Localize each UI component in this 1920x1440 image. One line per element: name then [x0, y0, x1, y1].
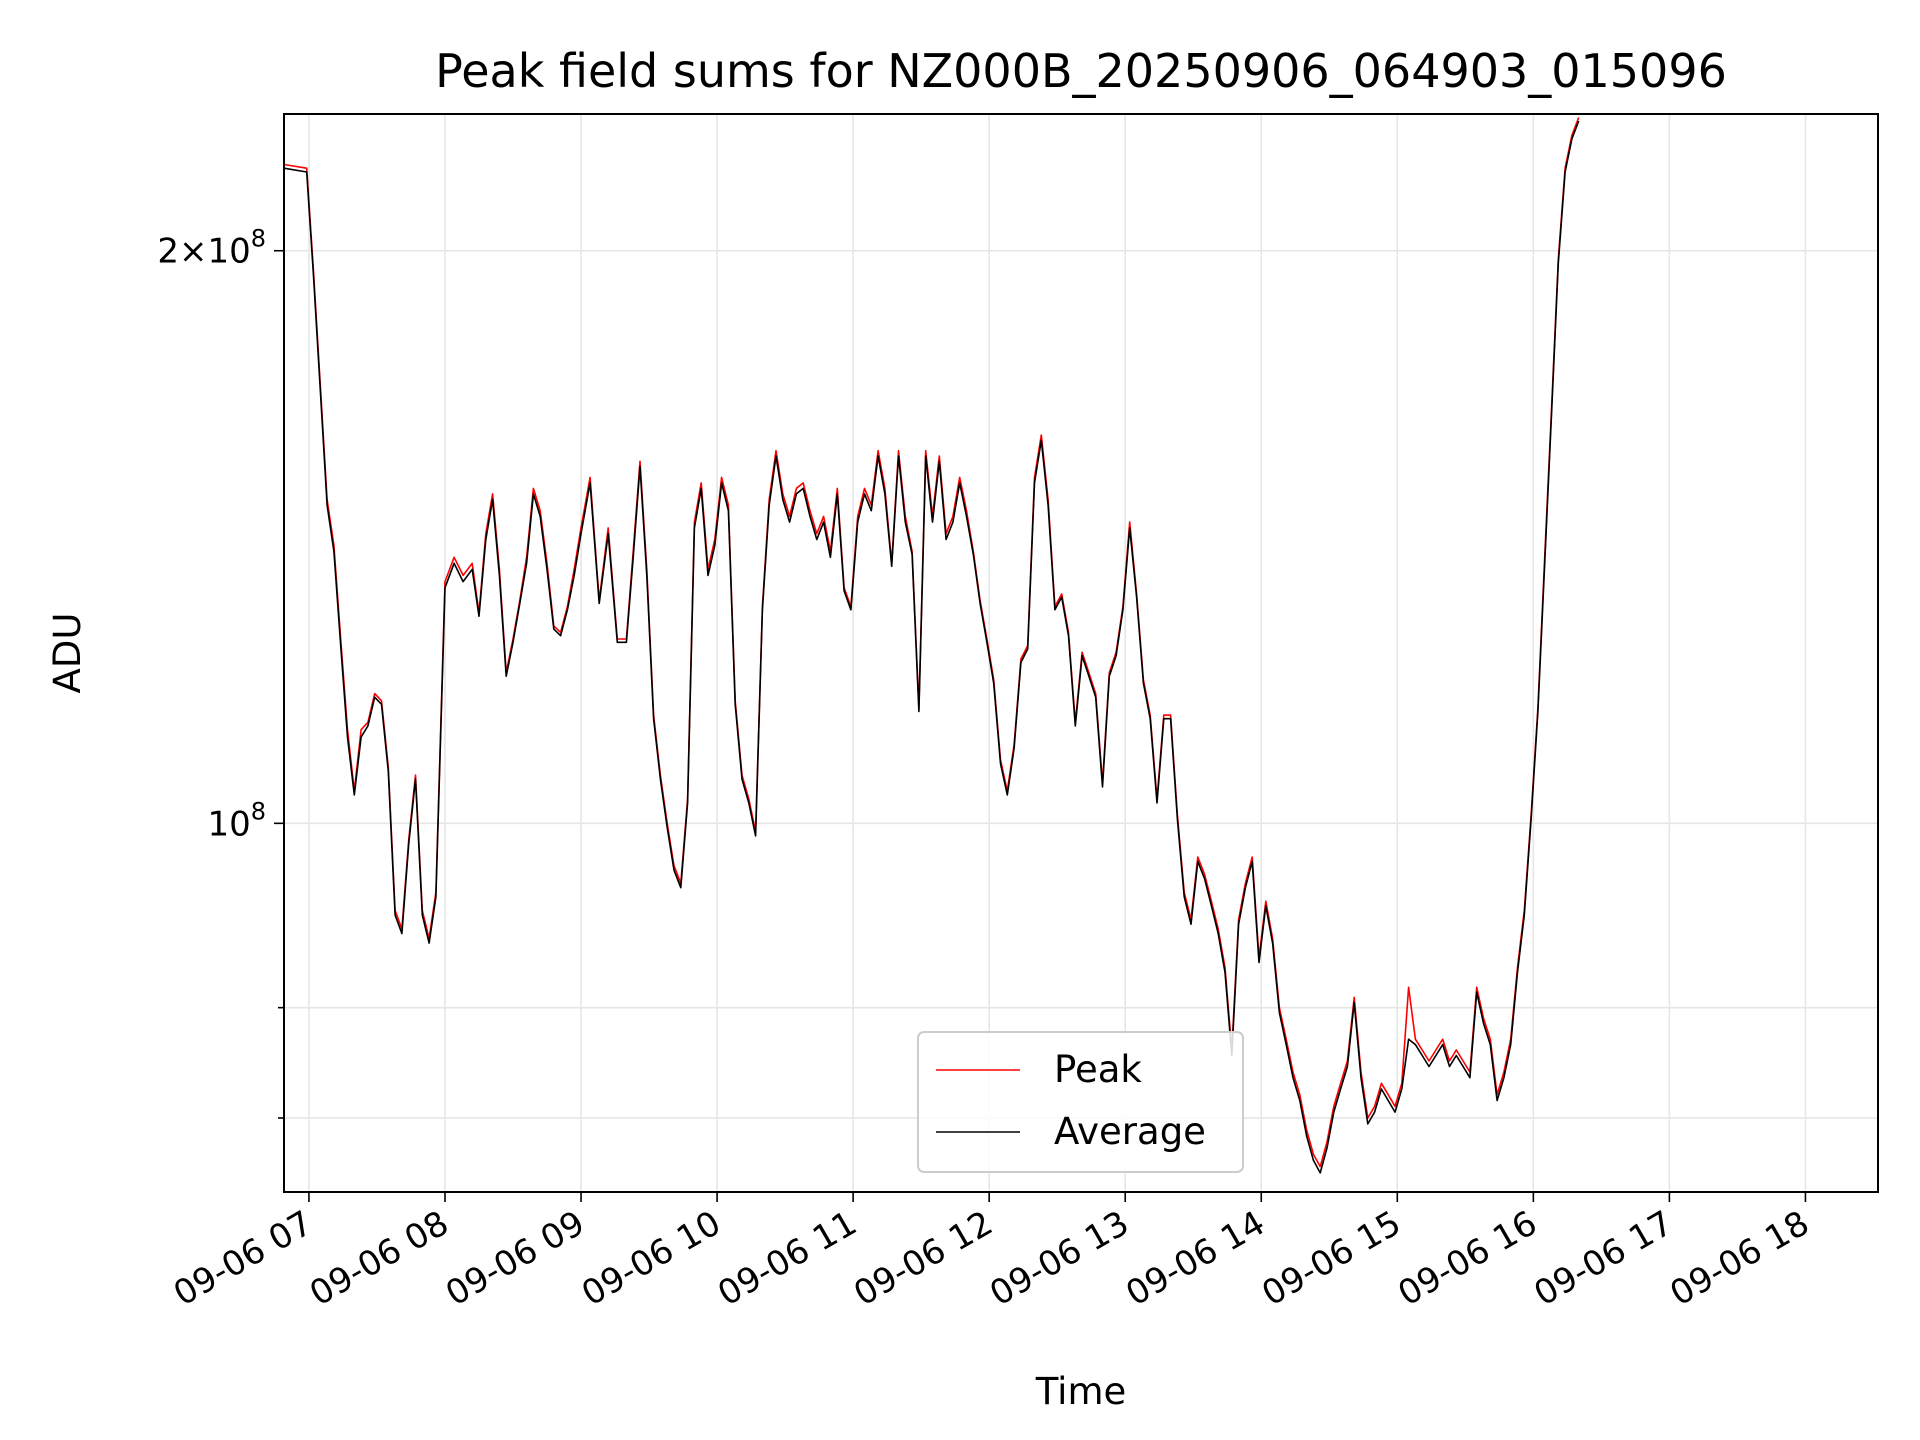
y-tick-coefficient: 2×: [157, 232, 207, 272]
y-tick-label: 108: [207, 797, 266, 844]
chart-title: Peak field sums for NZ000B_20250906_0649…: [435, 44, 1727, 98]
legend-box: [917, 1031, 1244, 1173]
y-tick-exponent: 8: [251, 797, 266, 825]
y-tick-base: 10: [207, 804, 250, 844]
y-tick-label: 2×108: [157, 225, 266, 272]
series-line-average: [283, 120, 1580, 1174]
y-tick-exponent: 8: [251, 225, 266, 253]
series-layer: [283, 117, 1580, 1174]
y-axis-label: ADU: [46, 613, 89, 694]
legend: Peak Average: [917, 1031, 1244, 1173]
legend-label-average: Average: [1054, 1110, 1206, 1153]
plot-area-frame: [283, 113, 1879, 1193]
y-tick-base: 10: [207, 232, 250, 272]
x-axis-label: Time: [1035, 1370, 1127, 1413]
legend-label-peak: Peak: [1054, 1048, 1142, 1091]
